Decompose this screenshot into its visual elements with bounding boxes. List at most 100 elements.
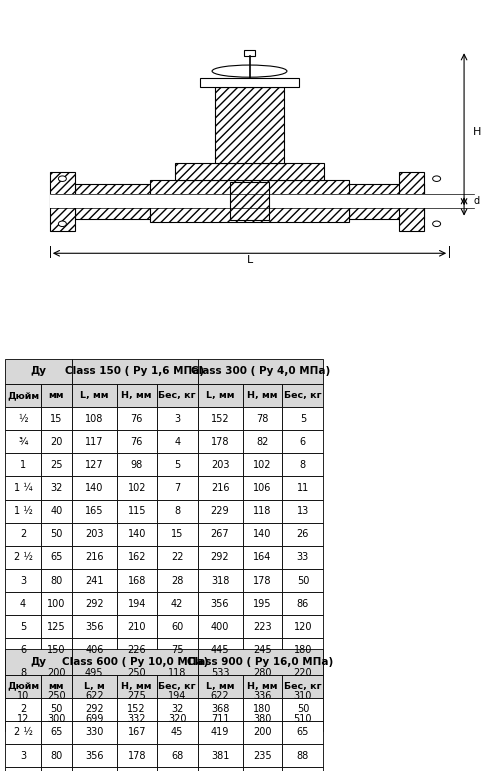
Text: d: d <box>473 197 479 206</box>
Bar <box>5 430 41 453</box>
Bar <box>157 523 198 546</box>
Bar <box>243 500 282 523</box>
Text: 250: 250 <box>47 692 66 701</box>
Bar <box>5 649 72 675</box>
Circle shape <box>433 221 441 227</box>
Bar <box>72 615 117 638</box>
Text: 7: 7 <box>174 483 180 493</box>
Text: 102: 102 <box>253 460 272 470</box>
Bar <box>72 685 117 708</box>
Bar <box>41 721 72 744</box>
Text: 1 ¼: 1 ¼ <box>13 483 32 493</box>
Text: 164: 164 <box>253 553 271 562</box>
Text: 419: 419 <box>211 728 229 737</box>
Text: L, мм: L, мм <box>206 682 235 691</box>
Circle shape <box>433 176 441 181</box>
Text: Н, мм: Н, мм <box>247 682 278 691</box>
Bar <box>72 698 117 721</box>
Text: 216: 216 <box>211 483 230 493</box>
Bar <box>243 384 282 407</box>
Text: 5: 5 <box>174 460 180 470</box>
Bar <box>282 698 323 721</box>
Bar <box>41 675 72 698</box>
Text: мм: мм <box>48 682 64 691</box>
Text: 356: 356 <box>85 751 104 760</box>
Bar <box>117 592 157 615</box>
Bar <box>157 407 198 430</box>
Bar <box>72 546 117 569</box>
Bar <box>157 500 198 523</box>
Text: 152: 152 <box>211 414 230 423</box>
Bar <box>117 523 157 546</box>
Text: 178: 178 <box>127 751 146 760</box>
Bar <box>243 430 282 453</box>
Text: ½: ½ <box>18 414 28 423</box>
Text: 45: 45 <box>171 728 183 737</box>
Bar <box>243 698 282 721</box>
Circle shape <box>58 176 66 181</box>
Bar <box>157 592 198 615</box>
Text: L, мм: L, мм <box>206 391 235 400</box>
Text: 235: 235 <box>253 751 272 760</box>
Text: 381: 381 <box>211 751 229 760</box>
Text: 78: 78 <box>256 414 268 423</box>
Bar <box>243 767 282 771</box>
Bar <box>72 407 117 430</box>
Text: 75: 75 <box>171 645 184 655</box>
Bar <box>282 662 323 685</box>
Text: 76: 76 <box>131 414 143 423</box>
Bar <box>282 615 323 638</box>
Text: 533: 533 <box>211 668 230 678</box>
Text: 140: 140 <box>85 483 103 493</box>
Text: Class 600 ( Ру 10,0 МПа): Class 600 ( Ру 10,0 МПа) <box>61 657 208 667</box>
Bar <box>198 744 243 767</box>
Text: 2 ½: 2 ½ <box>13 553 32 562</box>
Bar <box>41 546 72 569</box>
Bar <box>41 767 72 771</box>
Text: 15: 15 <box>171 530 183 539</box>
Text: 195: 195 <box>253 599 272 608</box>
Bar <box>75 183 150 219</box>
Text: 22: 22 <box>171 553 184 562</box>
Bar <box>72 500 117 523</box>
Text: 2: 2 <box>20 530 26 539</box>
Bar <box>41 500 72 523</box>
Bar <box>41 407 72 430</box>
Bar <box>72 638 117 662</box>
Text: 300: 300 <box>47 715 65 724</box>
Text: 178: 178 <box>253 576 272 585</box>
Text: 76: 76 <box>131 437 143 446</box>
Text: 13: 13 <box>297 507 309 516</box>
Text: 194: 194 <box>168 692 186 701</box>
Ellipse shape <box>212 65 287 77</box>
Text: 86: 86 <box>297 599 309 608</box>
Text: 210: 210 <box>127 622 146 631</box>
Bar <box>117 384 157 407</box>
Text: 15: 15 <box>50 414 62 423</box>
Text: ¾: ¾ <box>18 437 28 446</box>
Bar <box>282 569 323 592</box>
Text: 5: 5 <box>20 622 26 631</box>
Bar <box>72 744 117 767</box>
Bar <box>117 430 157 453</box>
Bar <box>50 194 474 208</box>
Bar <box>117 615 157 638</box>
Bar <box>117 767 157 771</box>
Text: L, мм: L, мм <box>80 391 109 400</box>
Bar <box>243 675 282 698</box>
Text: 140: 140 <box>253 530 271 539</box>
Bar <box>72 649 198 675</box>
Text: 117: 117 <box>85 437 104 446</box>
Bar <box>175 163 324 180</box>
Bar <box>282 453 323 476</box>
Text: 32: 32 <box>50 483 62 493</box>
Bar <box>117 407 157 430</box>
Text: 50: 50 <box>50 530 62 539</box>
Bar <box>349 183 424 219</box>
Text: 200: 200 <box>253 728 272 737</box>
Bar <box>282 767 323 771</box>
Bar <box>117 698 157 721</box>
Text: 98: 98 <box>131 460 143 470</box>
Bar <box>157 476 198 500</box>
Bar <box>243 592 282 615</box>
